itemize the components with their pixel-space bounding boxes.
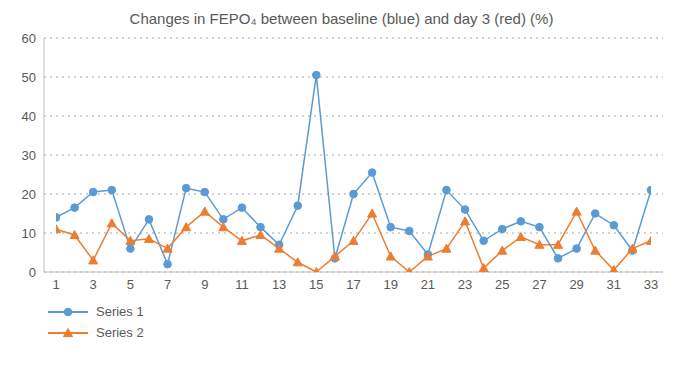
- html-text:Series 1: Series 1: [96, 304, 144, 319]
- svg-text:15: 15: [309, 277, 323, 292]
- svg-text:19: 19: [383, 277, 397, 292]
- svg-text:5: 5: [127, 277, 134, 292]
- svg-text:31: 31: [607, 277, 621, 292]
- svg-text:21: 21: [421, 277, 435, 292]
- html-text:Series 2: Series 2: [96, 325, 144, 340]
- svg-text:13: 13: [272, 277, 286, 292]
- svg-text:10: 10: [22, 226, 36, 241]
- svg-text:27: 27: [532, 277, 546, 292]
- html-text:Changes in FEPO₄ between basel: Changes in FEPO₄ between baseline (blue)…: [129, 10, 554, 27]
- svg-text:50: 50: [22, 70, 36, 85]
- svg-text:25: 25: [495, 277, 509, 292]
- svg-text:40: 40: [22, 109, 36, 124]
- svg-text:20: 20: [22, 187, 36, 202]
- svg-text:33: 33: [644, 277, 658, 292]
- svg-text:17: 17: [346, 277, 360, 292]
- svg-text:0: 0: [29, 265, 36, 280]
- svg-text:7: 7: [164, 277, 171, 292]
- svg-text:1: 1: [52, 277, 59, 292]
- svg-text:3: 3: [90, 277, 97, 292]
- svg-text:30: 30: [22, 148, 36, 163]
- svg-text:29: 29: [569, 277, 583, 292]
- svg-text:9: 9: [201, 277, 208, 292]
- svg-text:11: 11: [235, 277, 249, 292]
- svg-text:23: 23: [458, 277, 472, 292]
- svg-text:60: 60: [22, 31, 36, 46]
